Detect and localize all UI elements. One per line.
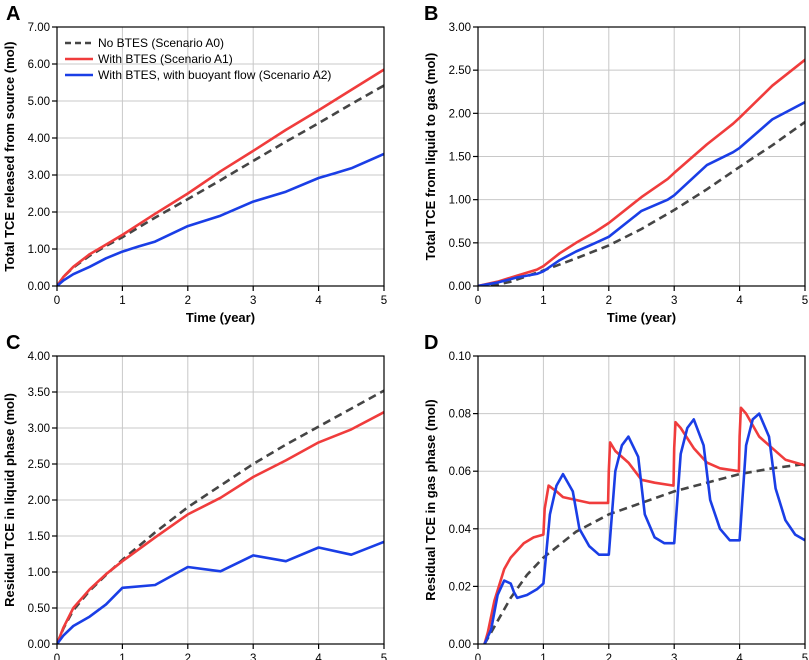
y-tick-label: 3.00 xyxy=(449,22,471,34)
series-line-buoyant xyxy=(57,152,384,286)
series-line-buoyant xyxy=(483,412,805,644)
y-tick-label: 0.00 xyxy=(449,281,471,293)
y-axis-label: Total TCE from liquid to gas (mol) xyxy=(423,53,438,261)
x-tick-label: 3 xyxy=(671,295,677,307)
x-tick-label: 1 xyxy=(540,295,546,307)
y-tick-label: 5.00 xyxy=(28,96,50,108)
y-tick-label: 3.00 xyxy=(28,170,50,182)
legend-label-with-btes: With BTES (Scenario A1) xyxy=(98,52,233,66)
y-tick-label: 0.04 xyxy=(449,524,472,536)
series-line-no-btes xyxy=(57,389,384,644)
y-tick-label: 4.00 xyxy=(28,133,50,145)
y-tick-label: 0.08 xyxy=(449,409,471,421)
y-tick-label: 2.50 xyxy=(28,459,50,471)
y-tick-label: 0.00 xyxy=(449,639,471,651)
panel-letter-c: C xyxy=(6,332,20,354)
x-tick-label: 2 xyxy=(606,295,612,307)
series-line-no-btes xyxy=(478,120,805,286)
x-tick-label: 3 xyxy=(250,653,256,660)
y-tick-label: 3.50 xyxy=(28,387,50,399)
x-tick-label: 0 xyxy=(54,295,60,307)
y-tick-label: 4.00 xyxy=(28,351,50,363)
series-group xyxy=(57,389,384,644)
y-tick-label: 0.06 xyxy=(449,466,471,478)
series-line-no-btes xyxy=(483,462,805,644)
y-tick-label: 0.02 xyxy=(449,581,471,593)
plot-frame xyxy=(477,355,806,645)
x-tick-label: 2 xyxy=(185,295,191,307)
panel-letter-b: B xyxy=(424,3,438,25)
y-axis-label: Total TCE released from source (mol) xyxy=(2,41,17,271)
plot-frame xyxy=(56,26,385,287)
y-tick-label: 2.00 xyxy=(28,207,50,219)
series-line-buoyant xyxy=(478,100,805,286)
y-tick-label: 0.50 xyxy=(28,603,50,615)
series-line-buoyant xyxy=(57,540,384,644)
legend: No BTES (Scenario A0) With BTES (Scenario… xyxy=(65,36,331,82)
x-tick-label: 0 xyxy=(54,653,60,660)
x-axis-label: Time (year) xyxy=(186,310,255,325)
x-tick-label: 4 xyxy=(315,295,322,307)
x-tick-label: 3 xyxy=(671,653,677,660)
y-tick-label: 2.00 xyxy=(449,108,471,120)
x-tick-label: 0 xyxy=(475,653,481,660)
x-tick-label: 2 xyxy=(185,653,191,660)
panel-letter-a: A xyxy=(6,3,20,25)
x-tick-label: 4 xyxy=(736,653,743,660)
y-tick-label: 0.00 xyxy=(28,281,50,293)
series-line-no-btes xyxy=(57,84,384,286)
x-tick-label: 4 xyxy=(315,653,322,660)
y-tick-label: 2.00 xyxy=(28,495,50,507)
x-tick-label: 5 xyxy=(381,295,387,307)
x-axis-label: Time (year) xyxy=(607,310,676,325)
y-tick-label: 1.00 xyxy=(449,195,471,207)
y-tick-label: 1.50 xyxy=(449,152,471,164)
x-tick-label: 2 xyxy=(606,653,612,660)
y-tick-label: 0.00 xyxy=(28,639,50,651)
y-tick-label: 0.50 xyxy=(449,238,471,250)
y-axis-label: Residual TCE in gas phase (mol) xyxy=(423,399,438,601)
series-group xyxy=(57,68,384,286)
series-line-with-btes xyxy=(57,410,384,644)
legend-label-buoyant: With BTES, with buoyant flow (Scenario A… xyxy=(98,68,331,82)
y-tick-label: 1.00 xyxy=(28,567,50,579)
series-line-with-btes xyxy=(478,58,805,286)
chart-panel-b: B 0 1 2 3 4 5 0.00 0.50 1.00 1.50 2.00 2.50 3.00 Time … xyxy=(423,3,808,325)
series-line-with-btes xyxy=(57,68,384,286)
x-tick-label: 1 xyxy=(119,653,125,660)
x-tick-label: 4 xyxy=(736,295,743,307)
y-tick-label: 6.00 xyxy=(28,59,50,71)
series-group xyxy=(478,58,805,286)
chart-panel-c: C 0 1 2 3 4 5 0.00 0.50 1.00 1.50 2.00 2.50 3.00 3.50 4… xyxy=(2,332,387,660)
y-tick-label: 2.50 xyxy=(449,65,471,77)
panel-letter-d: D xyxy=(424,332,438,354)
x-tick-label: 1 xyxy=(119,295,125,307)
series-line-with-btes xyxy=(483,406,805,644)
x-tick-label: 0 xyxy=(475,295,481,307)
x-tick-label: 5 xyxy=(381,653,387,660)
legend-label-no-btes: No BTES (Scenario A0) xyxy=(98,36,224,50)
x-tick-label: 5 xyxy=(802,295,808,307)
series-group xyxy=(483,406,805,644)
y-tick-label: 3.00 xyxy=(28,423,50,435)
y-tick-label: 7.00 xyxy=(28,22,50,34)
y-tick-label: 0.10 xyxy=(449,351,471,363)
x-tick-label: 3 xyxy=(250,295,256,307)
y-axis-label: Residual TCE in liquid phase (mol) xyxy=(2,393,17,607)
y-tick-label: 1.00 xyxy=(28,244,50,256)
chart-panel-a: A 0 1 2 3 4 5 0.00 1.00 2.00 3.00 4.00 5.00 6.00 7.00 T… xyxy=(2,3,387,325)
x-tick-label: 1 xyxy=(540,653,546,660)
x-tick-label: 5 xyxy=(802,653,808,660)
y-tick-label: 1.50 xyxy=(28,531,50,543)
